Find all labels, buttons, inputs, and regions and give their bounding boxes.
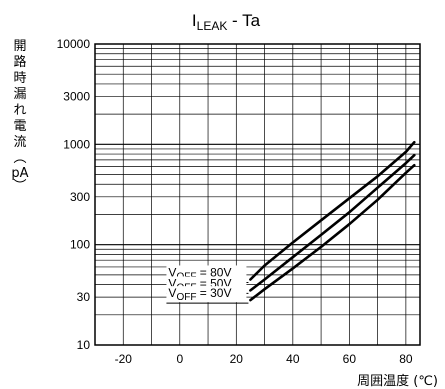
x-tick-label: 80 (399, 352, 413, 366)
y-axis-label: 開 路 時 漏 れ 電 流 ︵ pA ︶ (11, 39, 28, 194)
y-tick-label: 1000 (63, 137, 90, 151)
y-tick-label: 10 (77, 338, 91, 352)
y-label-char: 開 (13, 39, 26, 54)
series-lines (249, 140, 416, 302)
series-line-2 (249, 163, 416, 302)
plot-frame (94, 43, 421, 346)
x-tick-label: -20 (115, 352, 133, 366)
y-label-char: pA (11, 166, 28, 181)
y-label-char: 漏 (13, 86, 26, 102)
y-tick-label: 10000 (57, 37, 91, 51)
series-line-0 (249, 140, 416, 281)
x-tick-label: 0 (176, 352, 183, 366)
x-axis-label: 周囲温度 (℃) (357, 373, 438, 389)
x-tick-labels: -20 0 20 40 60 80 (115, 352, 413, 366)
y-tick-label: 300 (70, 190, 90, 204)
y-label-char: 路 (13, 54, 26, 70)
y-tick-label: 100 (70, 238, 90, 252)
y-tick-label: 3000 (63, 89, 90, 103)
y-label-char: ︶ (13, 179, 26, 194)
series-label-bg (166, 286, 247, 303)
chart-title-subscript: LEAK (197, 19, 228, 33)
chart-title: ILEAK - Ta (192, 11, 261, 33)
y-label-char: 流 (13, 135, 26, 150)
series-label-2: VOFF = 30V (168, 286, 231, 303)
y-label-char: 電 (13, 119, 26, 134)
x-tick-label: 60 (343, 352, 357, 366)
y-label-char: れ (13, 103, 26, 118)
y-tick-labels: 10 30 100 300 1000 3000 10000 (57, 37, 91, 352)
y-tick-label: 30 (77, 290, 91, 304)
series-line-1 (249, 153, 416, 292)
y-label-char: 時 (13, 71, 26, 86)
x-tick-label: 20 (230, 352, 244, 366)
x-tick-label: 40 (286, 352, 300, 366)
chart-title-rest: - Ta (227, 11, 260, 30)
y-label-char: ︵ (13, 151, 26, 166)
